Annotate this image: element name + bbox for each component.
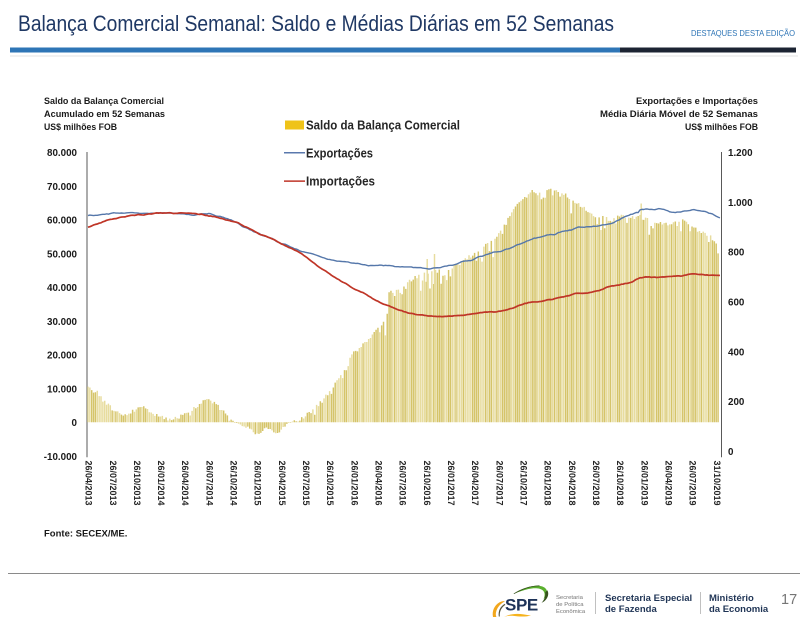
svg-text:26/10/2016: 26/10/2016 [422,461,432,506]
svg-text:26/04/2019: 26/04/2019 [664,461,674,506]
svg-text:26/10/2018: 26/10/2018 [615,461,625,506]
svg-text:26/10/2017: 26/10/2017 [519,461,529,506]
svg-text:DESTAQUES DESTA EDIÇÃO: DESTAQUES DESTA EDIÇÃO [691,28,795,38]
svg-text:26/10/2015: 26/10/2015 [325,461,335,506]
svg-text:26/10/2014: 26/10/2014 [229,461,239,506]
svg-text:0: 0 [72,418,78,429]
svg-text:Média Diária Móvel de 52 Seman: Média Diária Móvel de 52 Semanas [600,109,758,120]
svg-text:26/07/2014: 26/07/2014 [204,461,214,506]
svg-text:Saldo da Balança Comercial: Saldo da Balança Comercial [44,96,164,107]
svg-text:26/07/2017: 26/07/2017 [494,461,504,506]
svg-text:60.000: 60.000 [47,216,78,227]
svg-text:0: 0 [728,447,734,458]
svg-text:1.000: 1.000 [728,198,753,209]
svg-text:26/07/2018: 26/07/2018 [591,461,601,506]
svg-text:Secretaria Especial: Secretaria Especial [605,593,692,604]
svg-text:26/07/2015: 26/07/2015 [301,461,311,506]
svg-text:70.000: 70.000 [47,182,78,193]
svg-text:26/01/2018: 26/01/2018 [543,461,553,506]
svg-text:da Economia: da Economia [709,604,769,615]
svg-text:Econômica: Econômica [556,609,586,615]
svg-text:26/04/2015: 26/04/2015 [277,461,287,506]
svg-text:26/04/2014: 26/04/2014 [180,461,190,506]
svg-text:US$ milhões FOB: US$ milhões FOB [44,122,117,133]
svg-text:US$ milhões FOB: US$ milhões FOB [685,122,758,133]
svg-text:26/01/2019: 26/01/2019 [639,461,649,506]
svg-text:26/01/2014: 26/01/2014 [156,461,166,506]
svg-text:200: 200 [728,397,745,408]
svg-text:800: 800 [728,248,745,259]
svg-text:40.000: 40.000 [47,283,78,294]
svg-text:-10.000: -10.000 [44,452,78,463]
svg-text:26/01/2015: 26/01/2015 [253,461,263,506]
svg-text:26/01/2016: 26/01/2016 [349,461,359,506]
svg-text:26/04/2013: 26/04/2013 [84,461,94,506]
svg-text:26/01/2017: 26/01/2017 [446,461,456,506]
svg-text:26/04/2017: 26/04/2017 [470,461,480,506]
svg-text:26/04/2016: 26/04/2016 [374,461,384,506]
svg-text:400: 400 [728,347,745,358]
svg-text:Ministério: Ministério [709,593,754,604]
svg-text:Importações: Importações [306,175,375,189]
svg-text:20.000: 20.000 [47,351,78,362]
svg-text:17: 17 [781,592,797,608]
svg-text:Exportações e Importações: Exportações e Importações [636,96,758,107]
svg-text:Balança Comercial Semanal: Sal: Balança Comercial Semanal: Saldo e Média… [18,11,614,36]
svg-text:de Fazenda: de Fazenda [605,604,657,615]
svg-text:1.200: 1.200 [728,148,753,159]
svg-text:50.000: 50.000 [47,249,78,260]
svg-text:26/10/2013: 26/10/2013 [132,461,142,506]
svg-text:26/07/2019: 26/07/2019 [688,461,698,506]
svg-text:26/04/2018: 26/04/2018 [567,461,577,506]
svg-text:600: 600 [728,298,745,309]
svg-text:Acumulado em 52 Semanas: Acumulado em 52 Semanas [44,109,165,120]
svg-text:30.000: 30.000 [47,317,78,328]
svg-text:Exportações: Exportações [306,146,373,160]
svg-text:Secretaria: Secretaria [556,595,584,601]
svg-text:Fonte: SECEX/ME.: Fonte: SECEX/ME. [44,529,127,540]
svg-text:10.000: 10.000 [47,385,78,396]
svg-text:de Política: de Política [556,602,584,608]
svg-text:26/07/2013: 26/07/2013 [108,461,118,506]
svg-text:SPE: SPE [505,596,538,615]
svg-text:80.000: 80.000 [47,148,78,159]
svg-text:26/07/2016: 26/07/2016 [398,461,408,506]
svg-text:Saldo da Balança Comercial: Saldo da Balança Comercial [306,119,460,133]
svg-text:31/10/2019: 31/10/2019 [712,461,722,506]
